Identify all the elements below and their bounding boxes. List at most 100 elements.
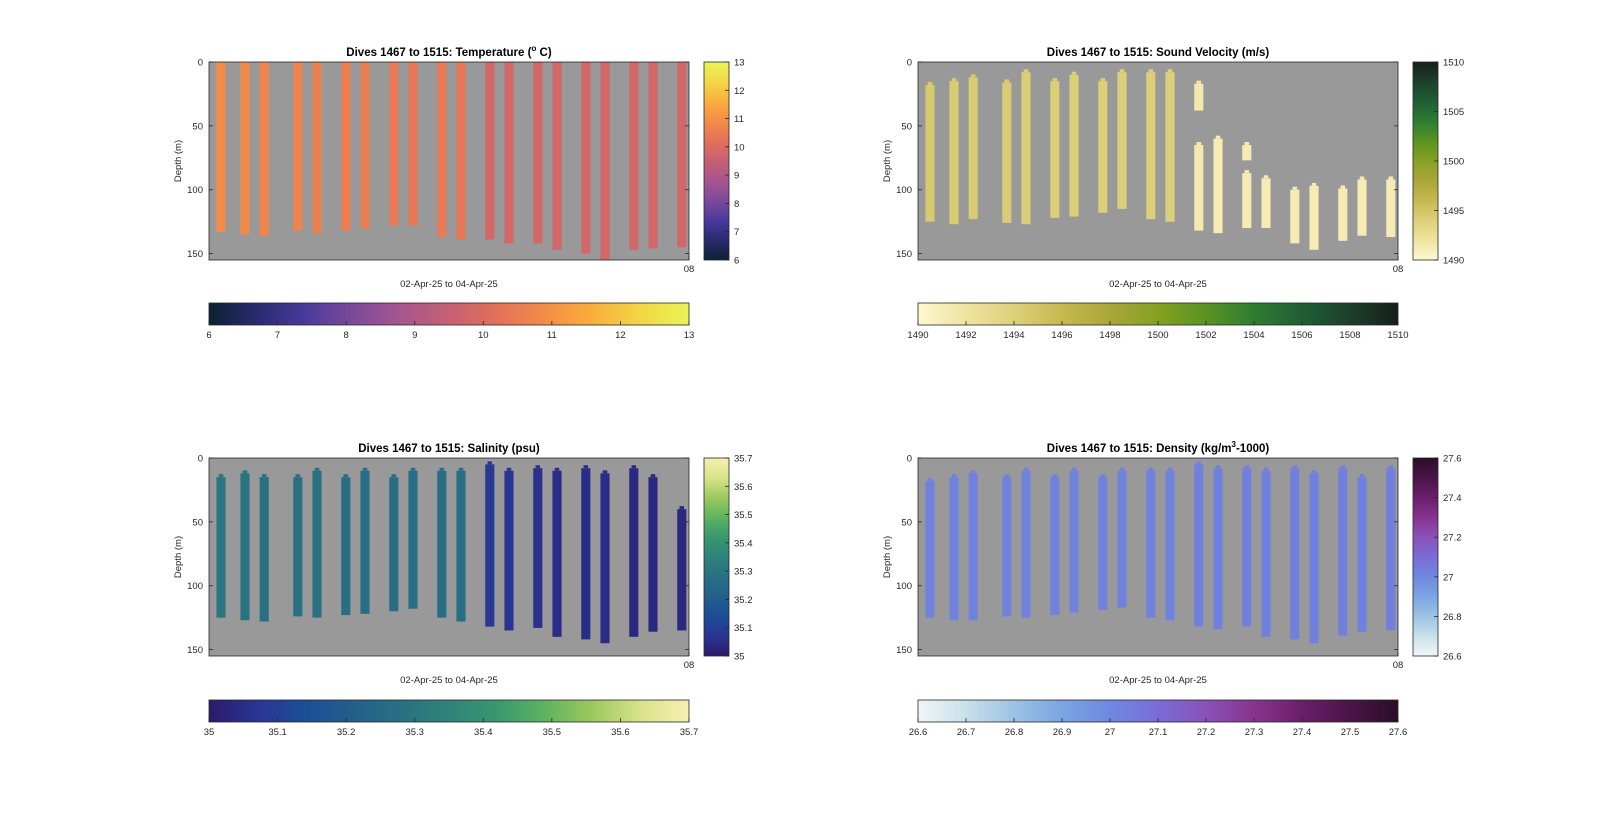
h-colorbar-tick-label: 35.6 <box>611 727 630 738</box>
dive-profile-bar <box>581 468 591 640</box>
dive-profile-cap <box>362 62 368 65</box>
y-axis-label: Depth (m) <box>882 536 893 578</box>
dive-profile-bar <box>1194 145 1204 231</box>
dive-profile-bar <box>949 477 959 621</box>
h-colorbar-tick-label: 11 <box>547 330 557 341</box>
colorbar-tick-label: 10 <box>734 142 745 153</box>
dive-profile-cap <box>1388 176 1394 180</box>
dive-profile-cap <box>1023 69 1029 73</box>
dive-profile-bar <box>629 468 639 637</box>
h-colorbar-tick-label: 1494 <box>1003 330 1024 341</box>
y-axis-label: Depth (m) <box>173 536 184 578</box>
dive-profile-bar <box>1338 468 1348 636</box>
dive-profile-cap <box>1311 470 1317 474</box>
dive-profile-cap <box>1244 170 1250 174</box>
dive-profile-bar <box>1050 81 1060 218</box>
h-colorbar-tick-label: 1510 <box>1387 330 1408 341</box>
colorbar-tick-label: 27 <box>1443 572 1454 583</box>
dive-profile-cap <box>650 474 656 478</box>
dive-profile-bar <box>1050 477 1060 616</box>
h-colorbar-tick-label: 1508 <box>1339 330 1360 341</box>
h-colorbar-tick-label: 35.7 <box>680 727 699 738</box>
dive-profile-cap <box>1071 467 1077 471</box>
dive-profile-cap <box>242 470 248 474</box>
dive-profile-bar <box>216 62 226 232</box>
h-colorbar-tick-label: 27.1 <box>1149 727 1168 738</box>
dive-profile-cap <box>1359 474 1365 478</box>
dive-profile-bar <box>216 477 226 618</box>
h-colorbar-tick-label: 1502 <box>1195 330 1216 341</box>
h-colorbar-tick-label: 1496 <box>1051 330 1072 341</box>
dive-profile-cap <box>951 78 957 82</box>
h-colorbar-tick-label: 27.6 <box>1389 727 1408 738</box>
colorbar-tick-label: 35.2 <box>734 595 753 606</box>
plot-background <box>918 458 1398 656</box>
dive-profile-cap <box>1244 142 1250 146</box>
x-axis-label: 02-Apr-25 to 04-Apr-25 <box>400 675 498 686</box>
dive-profile-cap <box>583 465 589 469</box>
dive-profile-bar <box>581 62 591 254</box>
y-tick-label: 0 <box>198 58 203 69</box>
y-tick-label: 150 <box>187 645 203 656</box>
colorbar-tick-label: 35.4 <box>734 538 753 549</box>
dive-profile-bar <box>1338 188 1348 241</box>
horizontal-colorbar <box>208 699 690 723</box>
h-colorbar-tick-label: 1492 <box>955 330 976 341</box>
h-colorbar-tick-label: 6 <box>206 330 211 341</box>
h-colorbar-tick-label: 1498 <box>1099 330 1120 341</box>
dive-profile-bar <box>1261 470 1271 637</box>
dive-profile-cap <box>343 62 349 65</box>
dive-profile-cap <box>261 62 267 65</box>
dive-profile-cap <box>927 477 933 481</box>
dive-profile-bar <box>1386 179 1396 238</box>
dive-profile-bar <box>552 470 562 637</box>
colorbar-tick-label: 27.2 <box>1443 533 1462 544</box>
dive-profile-cap <box>602 470 608 474</box>
h-colorbar-tick-label: 35.3 <box>405 727 424 738</box>
dive-profile-cap <box>218 474 224 478</box>
dive-profile-bar <box>341 477 351 616</box>
dive-profile-cap <box>391 474 397 478</box>
x-tick-label: 08 <box>1393 264 1404 275</box>
dive-profile-bar <box>552 62 562 250</box>
dive-profile-cap <box>295 474 301 478</box>
dive-profile-bar <box>1002 477 1012 617</box>
dive-profile-bar <box>504 62 514 244</box>
h-colorbar-tick-label: 27 <box>1105 727 1116 738</box>
dive-profile-cap <box>1215 135 1221 139</box>
dive-profile-bar <box>360 62 370 229</box>
y-tick-label: 150 <box>187 249 203 260</box>
dive-profile-bar <box>437 62 447 238</box>
dive-profile-bar <box>408 62 418 226</box>
dive-profile-cap <box>1004 474 1010 478</box>
x-axis-label: 02-Apr-25 to 04-Apr-25 <box>1109 675 1207 686</box>
dive-profile-bar <box>1213 468 1223 630</box>
dive-profile-bar <box>533 468 543 628</box>
dive-profile-bar <box>456 62 466 240</box>
y-tick-label: 50 <box>901 517 912 528</box>
y-axis-label: Depth (m) <box>882 140 893 182</box>
dive-profile-bar <box>1261 178 1271 229</box>
dive-profile-cap <box>554 467 560 471</box>
y-tick-label: 0 <box>198 454 203 465</box>
axes-frame <box>917 61 1399 261</box>
colorbar-tick-label: 13 <box>734 58 745 69</box>
dive-profile-bar <box>1357 179 1367 236</box>
dive-profile-bar <box>1146 470 1156 618</box>
colorbar-tick-label: 6 <box>734 256 739 267</box>
dive-profile-bar <box>1002 82 1012 223</box>
dive-profile-bar <box>1194 464 1204 627</box>
dive-profile-cap <box>362 467 368 471</box>
dive-profile-cap <box>242 62 248 65</box>
dive-profile-cap <box>535 465 541 469</box>
dive-profile-cap <box>1004 79 1010 83</box>
dive-profile-cap <box>218 62 224 65</box>
dive-profile-cap <box>1196 461 1202 465</box>
dive-profile-bar <box>600 473 610 644</box>
h-colorbar-tick-label: 35.5 <box>543 727 562 738</box>
dive-profile-bar <box>1098 477 1108 611</box>
colorbar-tick-label: 1490 <box>1443 256 1464 267</box>
colorbar-tick-label: 12 <box>734 86 745 97</box>
dive-profile-bar <box>1117 72 1127 209</box>
